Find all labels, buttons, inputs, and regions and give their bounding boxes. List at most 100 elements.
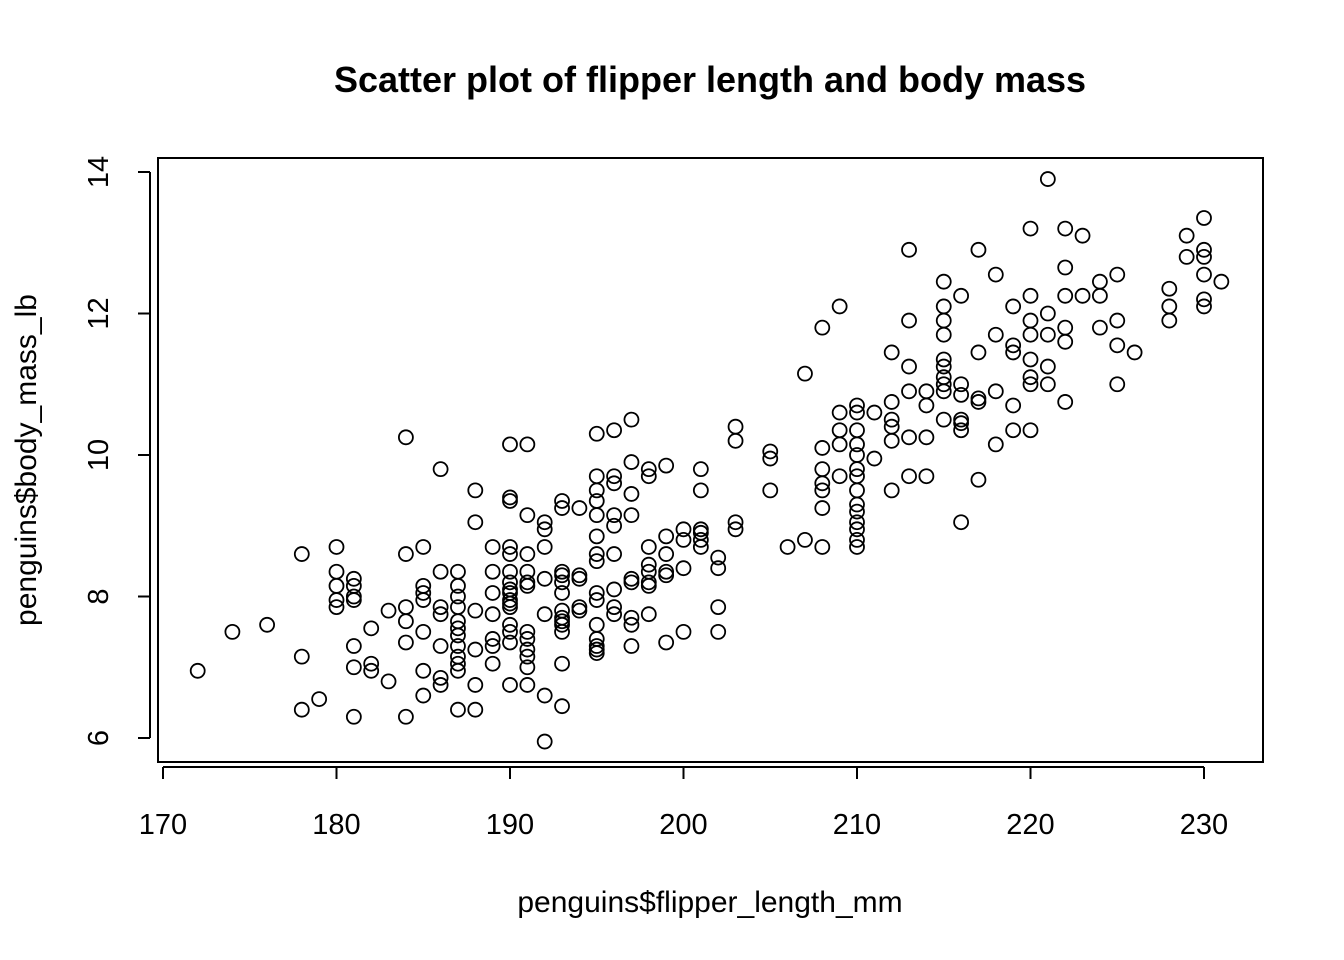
data-point: [502, 595, 518, 612]
data-point: [1196, 291, 1212, 308]
data-point: [536, 570, 553, 587]
data-point: [450, 588, 466, 605]
data-point: [588, 616, 605, 633]
data-point: [640, 556, 657, 573]
x-tick-label: 220: [1006, 809, 1054, 841]
data-point: [935, 376, 952, 393]
data-point: [658, 563, 675, 580]
data-point: [311, 691, 328, 707]
x-tick-label: 230: [1180, 809, 1228, 841]
data-point: [502, 574, 518, 591]
data-point: [432, 669, 449, 686]
data-point: [1092, 319, 1108, 336]
data-point: [588, 553, 605, 570]
data-point: [727, 521, 744, 538]
data-point: [849, 447, 865, 463]
data-point: [502, 436, 518, 453]
data-point: [658, 528, 675, 545]
data-point: [345, 708, 362, 725]
data-point: [623, 486, 640, 502]
y-tick-label: 10: [83, 439, 115, 471]
data-point: [224, 623, 241, 640]
data-point: [849, 532, 865, 548]
data-point: [588, 528, 605, 545]
data-point: [935, 358, 952, 375]
data-point: [1039, 376, 1056, 393]
y-tick-label: 14: [83, 156, 115, 188]
data-point: [345, 659, 362, 676]
data-point: [1109, 376, 1126, 393]
data-point: [380, 602, 397, 619]
data-point: [467, 677, 484, 693]
data-point: [1005, 298, 1022, 315]
data-point: [397, 634, 414, 651]
data-point: [536, 521, 553, 538]
data-point: [328, 599, 345, 616]
data-points: [189, 171, 1230, 750]
data-point: [606, 546, 622, 562]
data-point: [484, 631, 501, 647]
data-point: [831, 468, 848, 485]
data-point: [293, 701, 310, 718]
data-point: [588, 507, 605, 524]
data-point: [189, 662, 206, 679]
data-point: [1022, 287, 1039, 304]
data-point: [397, 613, 414, 630]
data-point: [554, 655, 570, 672]
data-point: [640, 461, 657, 478]
data-point: [519, 623, 536, 640]
data-point: [918, 383, 935, 400]
data-point: [1057, 287, 1074, 304]
data-point: [953, 514, 969, 531]
data-point: [814, 461, 831, 478]
data-point: [623, 570, 640, 587]
data-point: [1057, 319, 1074, 336]
data-point: [1005, 422, 1022, 439]
data-point: [450, 638, 466, 654]
data-point: [1196, 298, 1212, 315]
data-point: [814, 500, 831, 516]
data-point: [519, 648, 536, 665]
data-point: [554, 585, 570, 601]
data-point: [987, 383, 1004, 400]
data-point: [831, 404, 848, 421]
data-point: [432, 599, 449, 616]
data-point: [640, 539, 657, 555]
data-point: [1039, 326, 1056, 343]
data-point: [415, 592, 432, 608]
data-point: [849, 422, 865, 439]
data-point: [502, 489, 518, 506]
data-point: [606, 581, 622, 598]
data-point: [987, 326, 1004, 343]
data-point: [1057, 333, 1074, 350]
data-point: [1161, 298, 1178, 315]
data-point: [328, 577, 345, 594]
data-point: [831, 298, 848, 315]
data-point: [901, 358, 917, 375]
data-point: [1092, 287, 1108, 304]
data-point: [467, 701, 484, 718]
data-point: [935, 411, 952, 428]
data-point: [883, 482, 900, 499]
data-point: [675, 521, 692, 538]
data-point: [345, 592, 362, 608]
data-point: [571, 500, 588, 516]
data-point: [762, 443, 779, 460]
data-point: [588, 468, 605, 485]
data-point: [467, 514, 484, 531]
data-point: [1039, 171, 1056, 187]
data-point: [502, 623, 518, 640]
data-point: [450, 620, 466, 637]
data-point: [953, 376, 969, 393]
data-point: [1196, 210, 1212, 226]
data-point: [640, 468, 657, 485]
data-point: [883, 432, 900, 449]
data-point: [1109, 266, 1126, 283]
data-point: [640, 574, 657, 591]
data-point: [502, 539, 518, 555]
data-point: [970, 344, 987, 361]
data-point: [1005, 344, 1022, 361]
data-point: [727, 432, 744, 449]
data-point: [1057, 259, 1074, 276]
